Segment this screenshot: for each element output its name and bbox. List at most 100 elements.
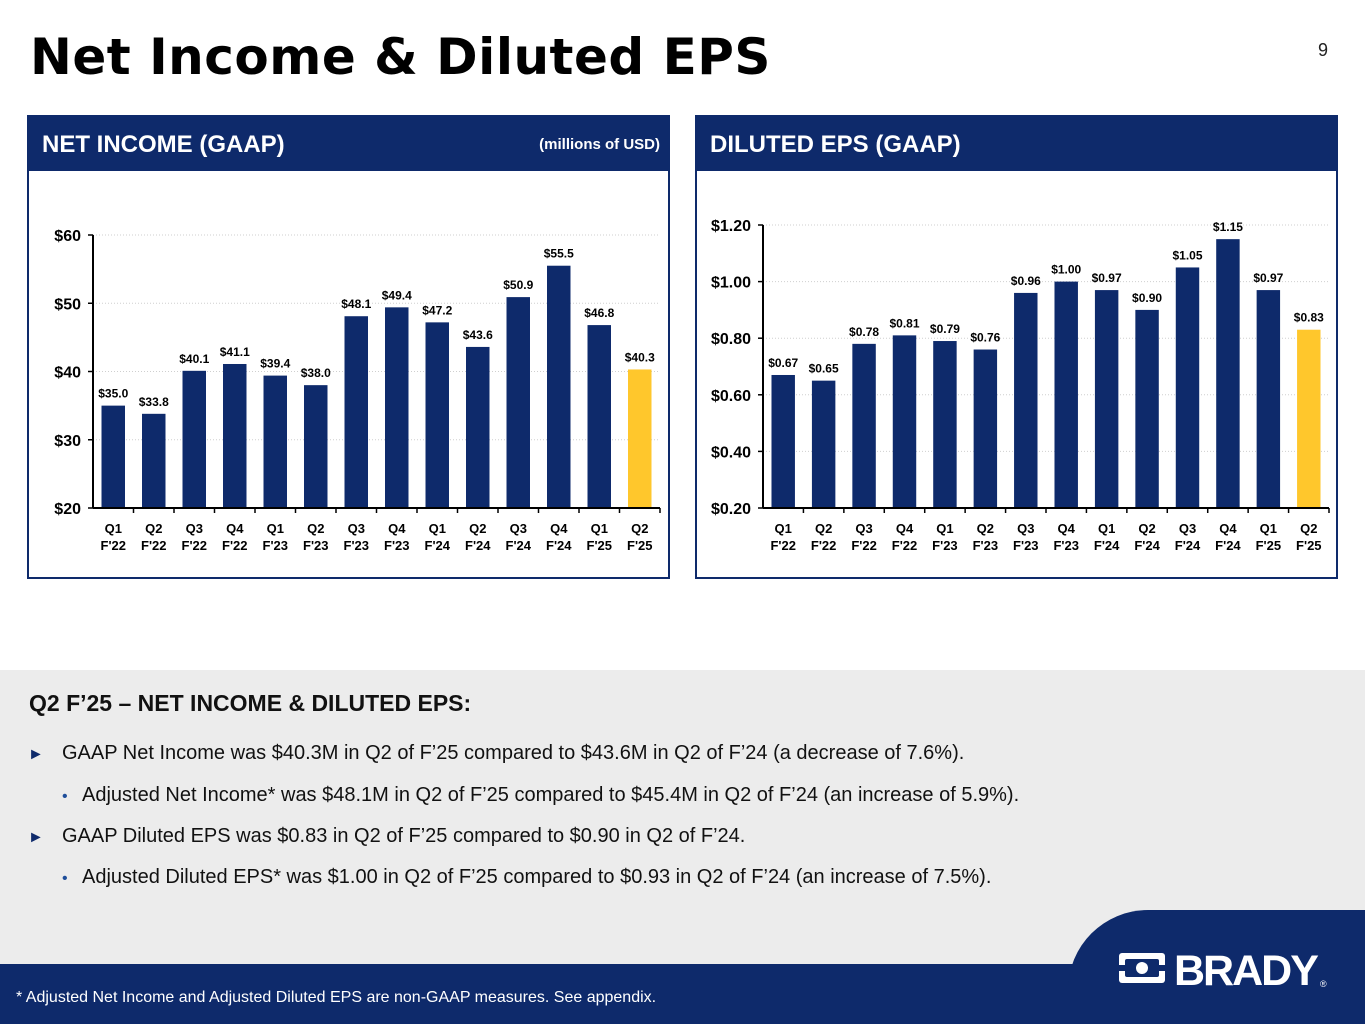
data-label: $33.8	[139, 395, 169, 409]
bar	[263, 375, 287, 508]
brady-logo-text: BRADY	[1174, 947, 1318, 992]
bar	[304, 385, 328, 508]
x-tick-label: Q1 F'25	[587, 521, 613, 553]
bar	[1297, 329, 1321, 508]
data-label: $35.0	[98, 387, 128, 401]
x-tick-label: Q1 F'22	[101, 521, 127, 553]
data-label: $1.00	[1051, 263, 1081, 277]
bar	[547, 265, 571, 508]
bar	[1175, 267, 1200, 508]
net-income-panel: NET INCOME (GAAP) (millions of USD) $20 $…	[27, 115, 670, 579]
net-income-title: NET INCOME (GAAP)	[42, 131, 285, 158]
bar	[1054, 281, 1078, 508]
bar	[1216, 239, 1240, 508]
data-label: $46.8	[584, 306, 614, 320]
y-tick-label: $1.20	[711, 218, 751, 235]
data-label: $40.1	[179, 352, 209, 366]
bar	[142, 413, 166, 508]
y-tick-label: $0.80	[711, 331, 751, 348]
page-title: Net Income & Diluted EPS	[30, 28, 771, 86]
data-label: $0.83	[1294, 311, 1324, 325]
net-income-header: NET INCOME (GAAP) (millions of USD)	[29, 117, 668, 171]
data-label: $0.96	[1011, 274, 1041, 288]
data-label: $1.15	[1213, 220, 1243, 234]
y-tick-label: $1.00	[711, 275, 751, 292]
x-tick-label: Q1 F'23	[263, 521, 289, 553]
diluted-eps-panel: DILUTED EPS (GAAP) $0.20 $0.40 $0.60 $0.80 $…	[695, 115, 1338, 579]
bullet-gaap-net-income: ► GAAP Net Income was $40.3M in Q2 of F’2…	[28, 742, 964, 765]
y-tick-label: $40	[54, 365, 81, 382]
diluted-eps-header: DILUTED EPS (GAAP)	[697, 117, 1336, 171]
footnote: * Adjusted Net Income and Adjusted Dilut…	[16, 989, 657, 1006]
data-label: $0.97	[1092, 271, 1122, 285]
y-tick-label: $0.20	[711, 501, 751, 518]
x-tick-label: Q4 F'24	[546, 521, 572, 553]
bar	[587, 325, 611, 508]
data-label: $0.97	[1253, 271, 1283, 285]
x-tick-label: Q2 F'23	[973, 521, 999, 553]
x-tick-label: Q3 F'22	[182, 521, 208, 553]
bar	[182, 370, 206, 508]
y-tick-label: $50	[54, 296, 81, 313]
bar	[223, 363, 247, 508]
bullet-gaap-diluted-eps: ► GAAP Diluted EPS was $0.83 in Q2 of F’2…	[28, 825, 745, 848]
x-tick-label: Q4 F'24	[1215, 521, 1241, 553]
data-label: $41.1	[220, 345, 250, 359]
data-label: $47.2	[422, 303, 452, 317]
bullet-text: GAAP Net Income was $40.3M in Q2 of F’25…	[62, 742, 965, 764]
x-tick-label: Q2 F'22	[141, 521, 167, 553]
data-label: $0.67	[768, 356, 798, 370]
logo-tab	[1068, 910, 1365, 1024]
diluted-eps-chart: $0.20 $0.40 $0.60 $0.80 $1.00 $1.20 $0.67 Q1 F'2…	[711, 218, 1330, 553]
y-tick-label: $20	[54, 501, 81, 518]
data-label: $49.4	[382, 288, 412, 302]
bar	[425, 322, 449, 508]
bullet-adjusted-net-income: • Adjusted Net Income* was $48.1M in Q2 o…	[62, 784, 1019, 807]
x-tick-label: Q2 F'24	[1134, 521, 1160, 553]
bullet-text: Adjusted Net Income* was $48.1M in Q2 of…	[82, 784, 1020, 806]
y-tick-label: $60	[54, 228, 81, 245]
bar	[933, 341, 957, 508]
bar	[1094, 290, 1119, 508]
bar	[771, 374, 795, 508]
y-tick-label: $0.40	[711, 444, 751, 461]
x-tick-label: Q4 F'23	[1053, 521, 1079, 553]
bar	[1135, 309, 1159, 508]
bullet-adjusted-diluted-eps: • Adjusted Diluted EPS* was $1.00 in Q2 o…	[62, 866, 991, 889]
data-label: $0.81	[889, 316, 919, 330]
x-tick-label: Q3 F'24	[1175, 521, 1201, 553]
data-label: $0.76	[970, 331, 1000, 345]
bar	[973, 349, 998, 508]
brady-logo: BRADY ®	[1118, 947, 1327, 992]
triangle-bullet-icon: ►	[28, 829, 44, 846]
bullet-text: GAAP Diluted EPS was $0.83 in Q2 of F’25…	[62, 825, 746, 847]
y-tick-label: $30	[54, 433, 81, 450]
x-tick-label: Q1 F'22	[770, 521, 796, 553]
bar	[101, 405, 125, 508]
brady-logo-registered: ®	[1320, 979, 1327, 989]
dot-bullet-icon: •	[62, 788, 68, 805]
data-label: $48.1	[341, 297, 371, 311]
diluted-eps-title: DILUTED EPS (GAAP)	[710, 131, 961, 158]
data-label: $40.3	[625, 350, 655, 364]
data-label: $55.5	[544, 247, 574, 261]
x-tick-label: Q4 F'22	[222, 521, 248, 553]
net-income-units: (millions of USD)	[539, 136, 660, 153]
data-label: $38.0	[301, 366, 331, 380]
data-label: $0.78	[849, 325, 879, 339]
x-tick-label: Q2 F'24	[465, 521, 491, 553]
data-label: $0.90	[1132, 291, 1162, 305]
x-tick-label: Q1 F'25	[1256, 521, 1282, 553]
net-income-chart: $20 $30 $40 $50 $60 $35.0 Q1 F'22 $33.8 Q2 F'22 $40…	[54, 228, 661, 553]
x-tick-label: Q3 F'23	[344, 521, 370, 553]
bullet-text: Adjusted Diluted EPS* was $1.00 in Q2 of…	[82, 866, 992, 888]
bar	[811, 380, 836, 508]
x-tick-label: Q3 F'23	[1013, 521, 1038, 553]
data-label: $0.65	[809, 362, 839, 376]
x-tick-label: Q4 F'23	[384, 521, 410, 553]
bar	[892, 335, 917, 508]
x-tick-label: Q1 F'23	[932, 521, 958, 553]
bar	[385, 307, 409, 508]
summary-title: Q2 F’25 – NET INCOME & DILUTED EPS:	[29, 690, 472, 716]
data-label: $1.05	[1172, 248, 1202, 262]
